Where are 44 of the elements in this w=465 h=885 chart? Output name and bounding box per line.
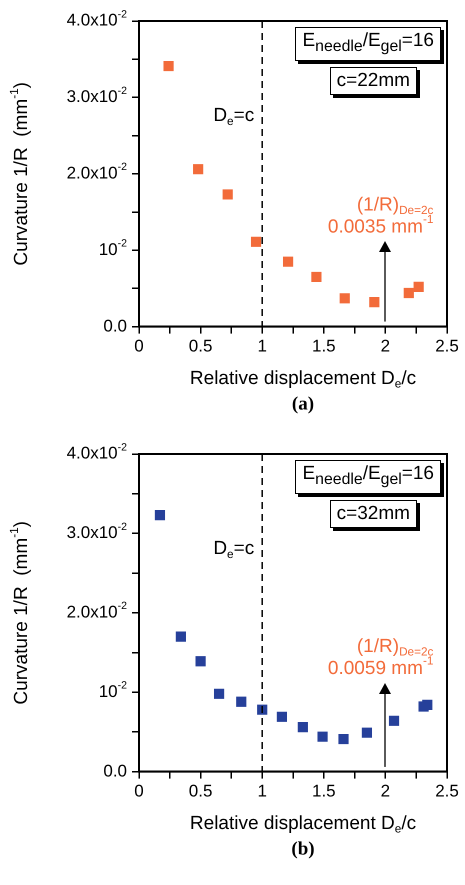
x-tick-label: 0.5 <box>188 781 212 800</box>
y-axis-title: Curvature 1/R (mm-1) <box>8 82 32 266</box>
point <box>414 282 424 292</box>
x-tick-label: 1 <box>257 781 267 800</box>
x-tick-label: 1 <box>257 336 267 356</box>
point <box>276 712 288 722</box>
x-tick-label: 0 <box>134 781 144 800</box>
point <box>404 288 414 298</box>
point <box>154 510 166 520</box>
x-tick-label: 1.5 <box>312 781 336 800</box>
point <box>250 236 262 247</box>
point <box>282 256 294 267</box>
x-tick-label: 0 <box>134 336 144 356</box>
x-tick-label: 0.5 <box>188 336 212 356</box>
text: (a) <box>292 394 314 415</box>
x-tick-label: 2.5 <box>435 336 459 356</box>
point <box>362 728 372 738</box>
note-box: c=32mm <box>330 500 417 528</box>
x-tick-label: 2 <box>380 336 390 356</box>
point <box>340 293 350 304</box>
point <box>163 60 174 72</box>
point <box>214 688 224 699</box>
point <box>422 700 432 710</box>
note-box: E$_{needle}$/E$_{gel}$=16 <box>295 27 441 61</box>
x-tick-label: 2.5 <box>435 781 459 800</box>
point <box>311 272 322 282</box>
y-tick-label: 0.0 <box>103 761 128 780</box>
point <box>298 722 308 732</box>
point <box>388 716 400 726</box>
y-tick-label: 0.0 <box>103 316 128 336</box>
point <box>176 632 186 642</box>
point <box>196 656 206 666</box>
x-tick-label: 1.5 <box>312 336 336 356</box>
note-box: c=22mm <box>330 67 417 95</box>
point <box>236 696 246 707</box>
point <box>317 732 328 742</box>
x-tick-label: 2 <box>380 781 390 800</box>
y-axis-title: Curvature 1/R (mm-1) <box>8 521 32 705</box>
point <box>193 164 204 174</box>
point <box>369 297 380 308</box>
note-box: E$_{needle}$/E$_{gel}$=16 <box>295 460 441 494</box>
point <box>338 734 349 744</box>
text: (b) <box>291 838 315 860</box>
point <box>222 189 233 200</box>
